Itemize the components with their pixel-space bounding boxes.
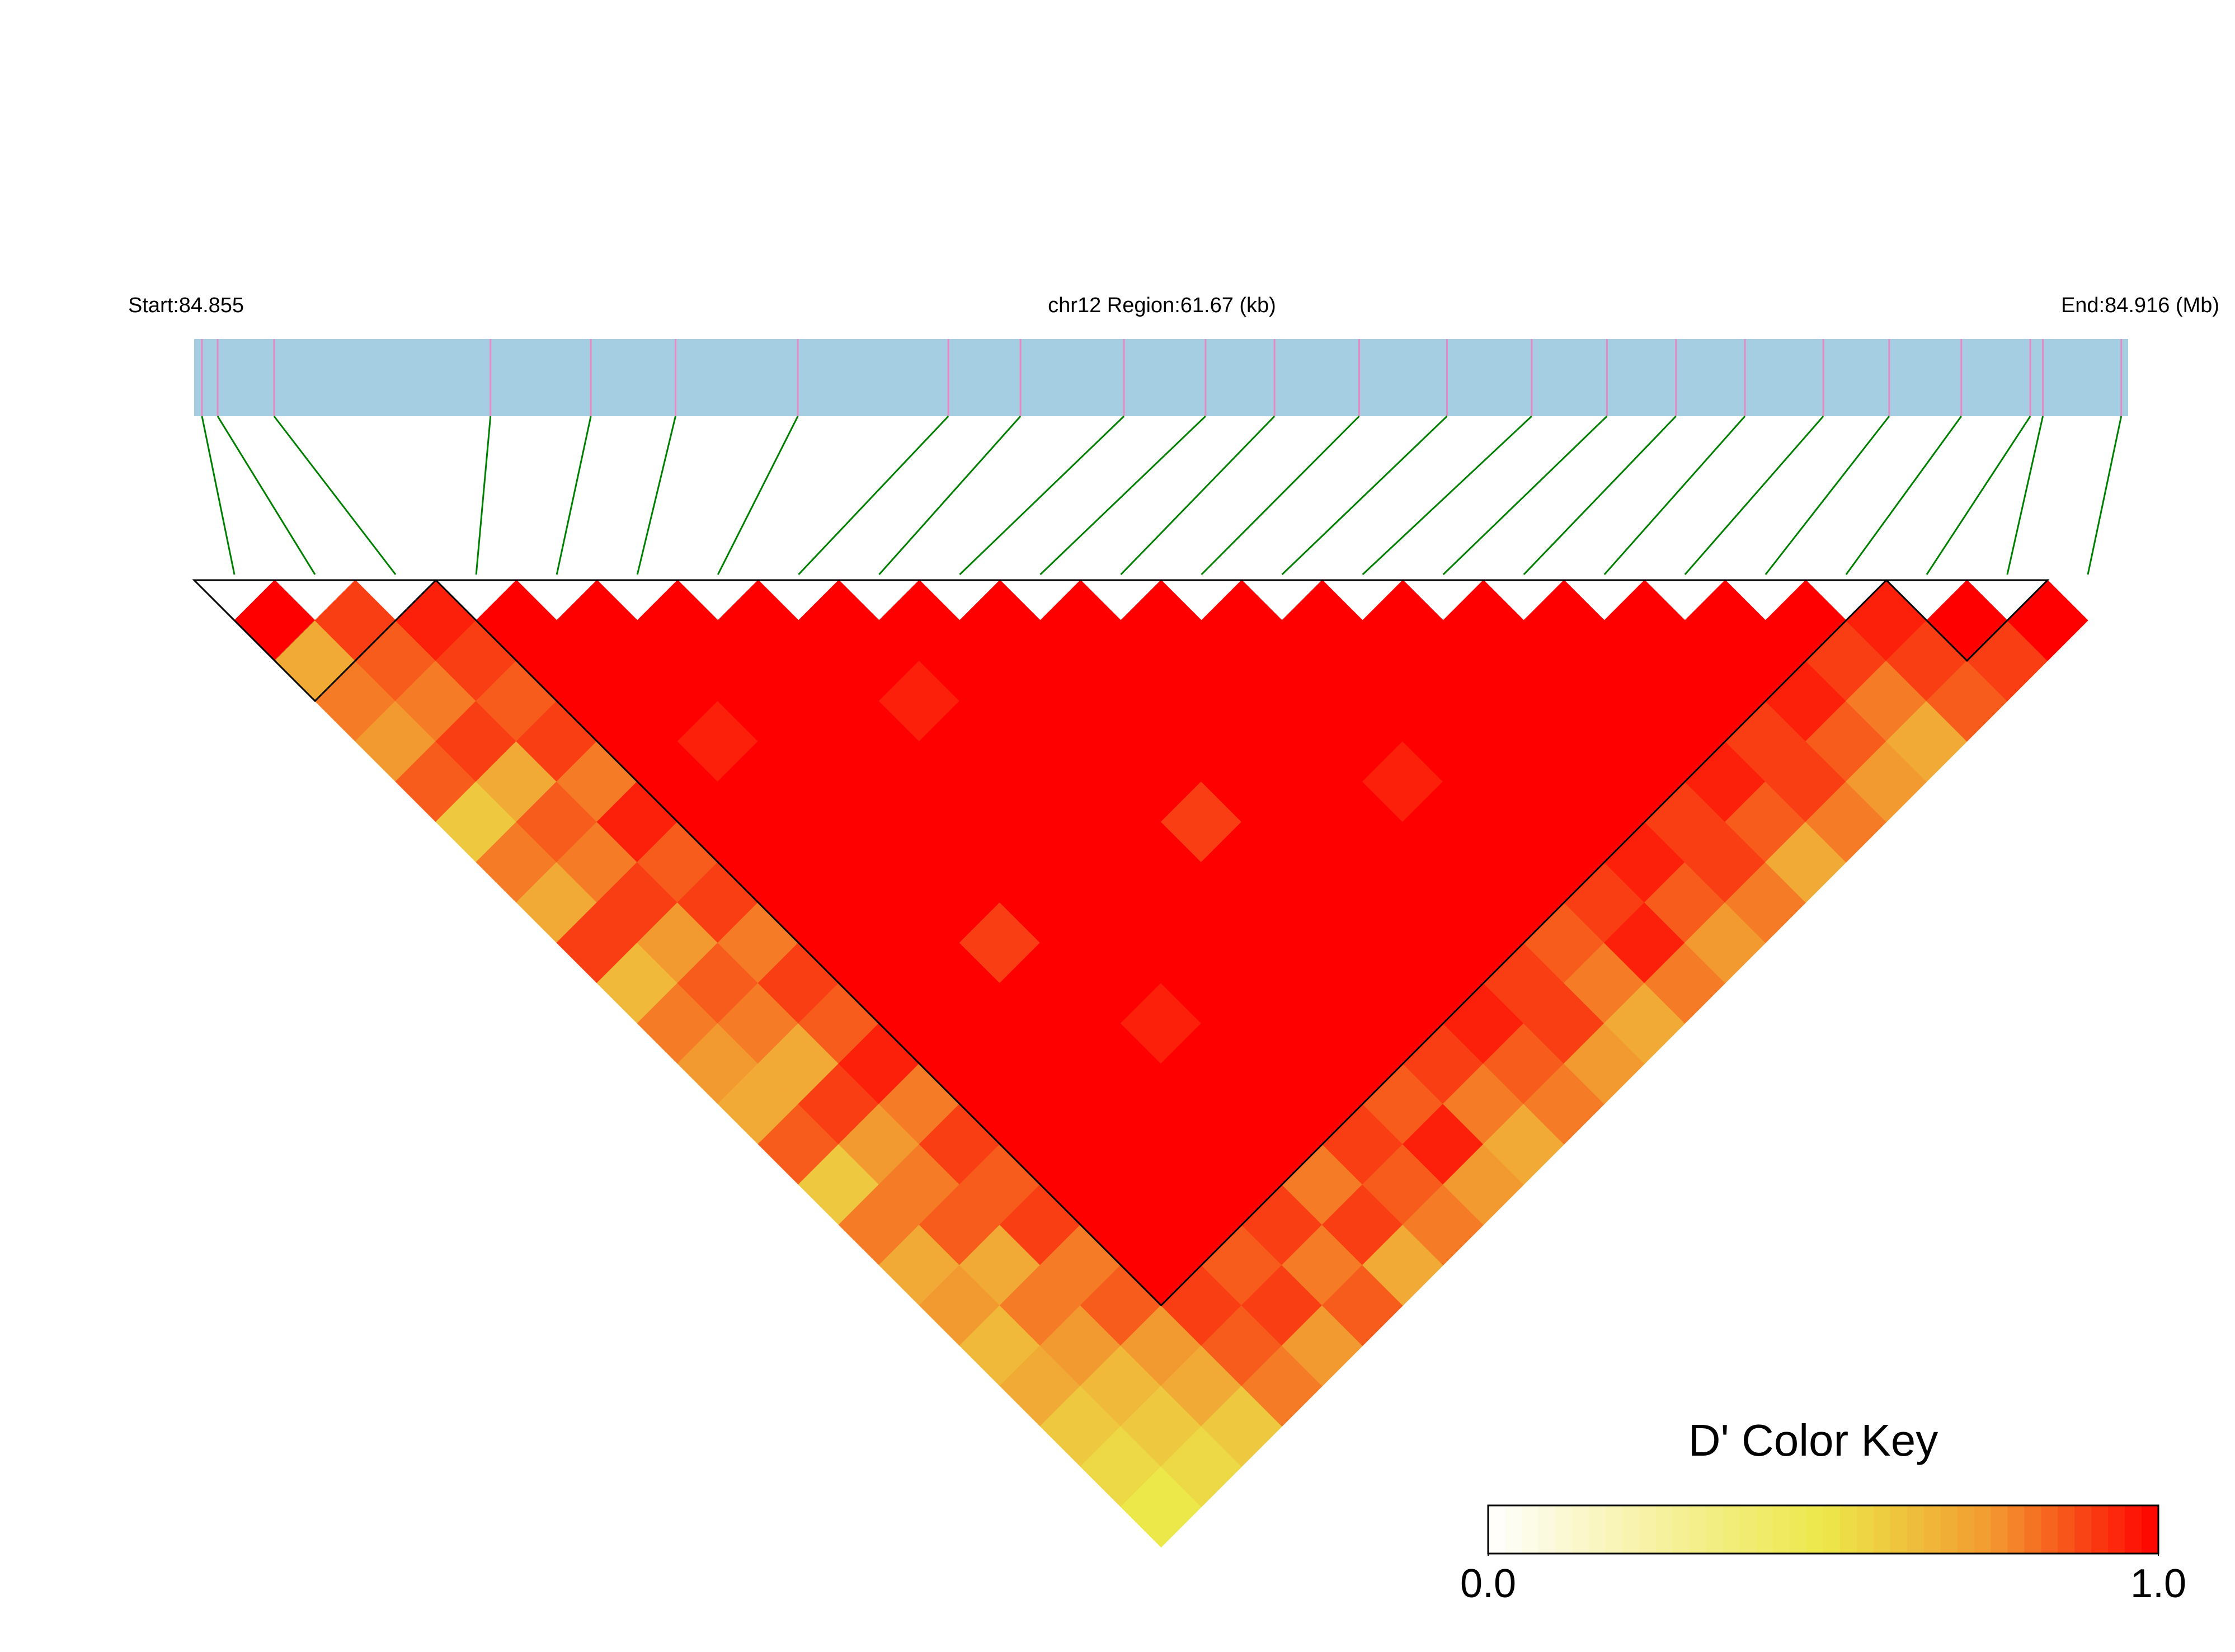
color-key-swatch	[1940, 1505, 1958, 1554]
color-key-tick-label: 0.0	[1460, 1561, 1516, 1606]
snp-map-line	[1039, 415, 1206, 576]
color-key-swatch	[2125, 1505, 2143, 1554]
ld-block-outline	[434, 579, 1889, 1307]
snp-map-line	[1926, 416, 2031, 575]
color-key-swatch	[1538, 1505, 1556, 1554]
snp-map-line	[1603, 416, 1746, 575]
color-key-swatch	[1689, 1505, 1707, 1554]
snp-map-line	[959, 415, 1125, 576]
color-key-swatch	[2058, 1505, 2076, 1554]
color-key-swatch	[1739, 1505, 1757, 1554]
color-key-swatch	[1907, 1505, 1925, 1554]
snp-map-line	[878, 416, 1022, 575]
color-key-swatch	[1991, 1505, 2008, 1554]
snp-map-line	[2087, 416, 2123, 575]
color-key-swatch	[1672, 1505, 1690, 1554]
color-key-swatch	[1521, 1505, 1539, 1554]
snp-map-line	[1120, 415, 1276, 576]
snp-map-line	[1684, 416, 1824, 575]
color-key-swatch	[2024, 1505, 2042, 1554]
color-key-swatch	[1873, 1505, 1891, 1554]
snp-map-line	[1201, 415, 1360, 576]
color-key-swatch	[1504, 1505, 1522, 1554]
color-key-swatch	[1655, 1505, 1673, 1554]
color-key-swatch	[1806, 1505, 1824, 1554]
snp-map-line	[798, 415, 949, 576]
snp-map-line	[217, 416, 316, 575]
color-key-swatch	[1622, 1505, 1640, 1554]
color-key-tick-label: 1.0	[2130, 1561, 2186, 1606]
start-label: Start:84.855	[128, 294, 244, 317]
color-key-swatch	[1790, 1505, 1808, 1554]
genome-bar	[194, 339, 2128, 416]
snp-map-line	[1845, 416, 1962, 575]
snp-map-line	[556, 416, 592, 575]
color-key-swatch	[1974, 1505, 1992, 1554]
color-key-swatch	[2074, 1505, 2092, 1554]
color-key-swatch	[1923, 1505, 1941, 1554]
snp-map-line	[717, 416, 799, 575]
color-key-swatch	[1823, 1505, 1841, 1554]
color-key-swatch	[1957, 1505, 1975, 1554]
color-key-title: D' Color Key	[1688, 1415, 1938, 1465]
color-key-swatch	[1756, 1505, 1774, 1554]
color-key-swatch	[2041, 1505, 2059, 1554]
chart-title: chr12 Region:61.67 (kb)	[1048, 294, 1276, 317]
color-key-swatch	[1856, 1505, 1874, 1554]
snp-map-line	[475, 416, 492, 575]
ld-block-outline	[1884, 579, 2050, 662]
color-key-swatch	[1555, 1505, 1573, 1554]
color-key-swatch	[1639, 1505, 1657, 1554]
color-key-swatch	[2007, 1505, 2025, 1554]
color-key-swatch	[1773, 1505, 1791, 1554]
snp-map-line	[1523, 415, 1677, 576]
color-key-swatch	[2091, 1505, 2109, 1554]
snp-map-line	[636, 416, 676, 575]
color-key-swatch	[1488, 1505, 1505, 1554]
ld-block-outline	[192, 579, 438, 703]
color-key-swatch	[1839, 1505, 1857, 1554]
color-key-swatch	[1723, 1505, 1740, 1554]
snp-map-line	[1281, 415, 1448, 576]
color-key-frame	[1487, 1504, 2159, 1555]
color-key-swatch	[1605, 1505, 1623, 1554]
snp-map-line	[201, 416, 236, 575]
color-key-swatch	[1571, 1505, 1589, 1554]
snp-map-line	[1362, 415, 1532, 576]
color-key-swatch	[1588, 1505, 1606, 1554]
snp-map-line	[273, 416, 397, 575]
color-key-swatch	[2142, 1505, 2159, 1554]
color-key-swatch	[1890, 1505, 1908, 1554]
snp-map-line	[1442, 415, 1608, 576]
snp-map-line	[2006, 416, 2044, 575]
color-key-swatch	[2108, 1505, 2126, 1554]
color-key-swatch	[1706, 1505, 1724, 1554]
snp-map-line	[1765, 416, 1890, 575]
end-label: End:84.916 (Mb)	[2061, 294, 2219, 317]
